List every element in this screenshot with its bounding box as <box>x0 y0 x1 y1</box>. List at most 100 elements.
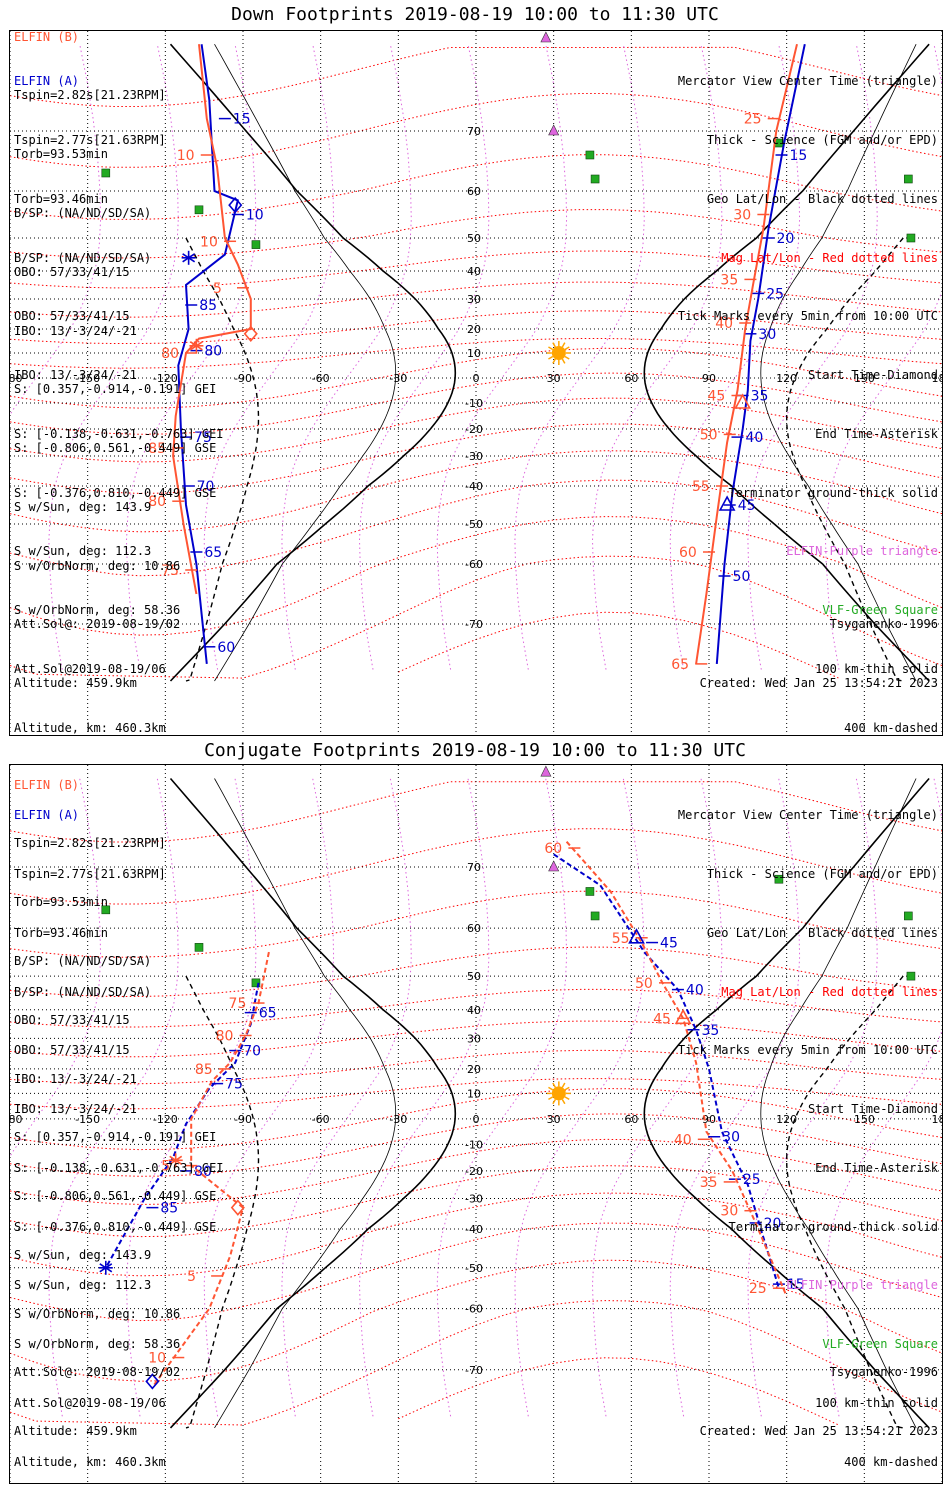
elfin-a-info: ELFIN (A) Tspin=2.77s[21.63RPM] Torb=93.… <box>14 767 224 1483</box>
track-tick-label: 85 <box>195 1062 213 1078</box>
sun-ray <box>548 355 554 360</box>
terminator-line <box>643 43 930 682</box>
track-tick-label: 75 <box>225 1077 243 1093</box>
elfin-triangle-icon <box>548 860 560 872</box>
lat-tick-label: -50 <box>465 1262 483 1275</box>
elfin-a-line: S: [-0.138,-0.631,-0.763] GEI <box>14 426 224 441</box>
elfin-a-line: S w/Sun, deg: 112.3 <box>14 1278 152 1293</box>
diamond-start-icon <box>228 196 243 214</box>
mag-lat-line <box>10 154 942 220</box>
track-tick-label: 20 <box>777 231 795 247</box>
track-tick-label: 80 <box>204 344 222 360</box>
track-tick-label: 10 <box>177 148 195 164</box>
mag-lat-line <box>10 479 942 577</box>
track-tick-label: 65 <box>671 657 689 673</box>
legend-terminator: Terminator ground-thick solid <box>728 485 938 500</box>
lat-tick-label: -10 <box>465 1138 483 1151</box>
track-tick-label: 45 <box>660 936 678 952</box>
terminator-line <box>169 43 457 682</box>
mag-lon-line <box>203 778 335 1417</box>
sun-ray <box>561 358 566 364</box>
triangle-center-icon <box>674 1008 692 1025</box>
triangle-center-icon <box>718 495 736 511</box>
lat-tick-label: -10 <box>465 397 483 410</box>
lon-tick-label: 90 <box>702 1113 716 1126</box>
track-tick-label: 45 <box>738 498 756 514</box>
model-created-info: Tsyganenko-1996 Created: Wed Jan 25 13:5… <box>700 1324 938 1481</box>
diamond-start-icon <box>243 325 258 343</box>
elfin-triangle-icon <box>540 765 552 777</box>
track-tick-label: 35 <box>700 1175 718 1191</box>
vlf-square-icon <box>101 168 111 178</box>
track-tick-label: 25 <box>743 1172 761 1188</box>
legend-400km: 400 km-dashed <box>844 1454 938 1469</box>
mag-lon-line <box>436 44 568 670</box>
elfin-b-name: ELFIN (B) <box>14 30 80 44</box>
legend-thick: Thick - Science (FGM and/or EPD) <box>706 132 938 147</box>
track-tick-label: 60 <box>217 640 235 656</box>
track-tick-label: 75 <box>161 563 179 579</box>
elfin-triangle-icon <box>540 31 552 43</box>
created-timestamp: Created: Wed Jan 25 13:54:21 2023 <box>699 676 938 691</box>
elfin-triangle-icon <box>548 124 560 136</box>
elfin-b-line: S: [-0.806,0.561,-0.449] GSE <box>14 1189 217 1204</box>
vlf-square-icon <box>590 174 600 184</box>
lat-tick-label: -30 <box>465 450 483 463</box>
mag-lon-line <box>824 778 942 1417</box>
lon-tick-label: 180 <box>932 372 943 385</box>
lat-tick-label: 70 <box>467 861 481 874</box>
elfin-a-line: Tspin=2.77s[21.63RPM] <box>14 132 166 147</box>
panel-title-conjugate: Conjugate Footprints 2019-08-19 10:00 to… <box>204 740 746 761</box>
sun-icon <box>546 341 571 365</box>
km400-line <box>785 237 904 682</box>
track-tick-label: 85 <box>160 1201 178 1217</box>
lat-tick-label: 70 <box>467 125 481 138</box>
down-footprints-panel: -180 -150 -120 -90 -60 -30 0 30 60 90 120 150 180 70 6… <box>9 30 943 736</box>
lat-tick-label: 30 <box>467 1032 481 1045</box>
elfin-a-info: ELFIN (A) Tspin=2.77s[21.63RPM] Torb=93.… <box>14 33 224 735</box>
sun-ray <box>552 1082 556 1088</box>
lat-tick-label: 50 <box>467 970 481 983</box>
elfin-b-line: Att.Sol@: 2019-08-19/02 <box>14 1365 181 1380</box>
elfin-a-line: Altitude, km: 460.3km <box>14 720 166 735</box>
footprint-track <box>177 44 239 665</box>
track-tick-label: 35 <box>720 272 738 288</box>
legend-center: Mercator View Center Time (triangle) <box>677 74 938 89</box>
sun-disc <box>551 346 566 360</box>
lat-tick-label: 60 <box>467 922 481 935</box>
mag-lon-line <box>281 778 412 1417</box>
elfin-b-line: Altitude: 459.9km <box>14 1424 137 1439</box>
track-tick-label: 75 <box>229 996 247 1012</box>
mag-lon-line <box>48 778 179 1417</box>
lat-tick-label: -40 <box>465 480 483 493</box>
track-tick-label: 5 <box>161 1159 170 1175</box>
elfin-b-line: Torb=93.53min <box>14 895 108 910</box>
elfin-a-name: ELFIN (A) <box>14 808 80 823</box>
triangle-center-icon <box>734 393 751 409</box>
track-tick-label: 85 <box>148 441 166 457</box>
lon-tick-label: 90 <box>702 372 716 385</box>
lat-tick-label: -70 <box>465 1364 483 1377</box>
lat-tick-label: 10 <box>467 1087 481 1100</box>
mag-lat-line <box>10 1113 942 1177</box>
elfin-b-line: OBO: 57/33/41/15 <box>14 264 130 279</box>
track-tick-label: 25 <box>766 286 784 302</box>
elfin-a-line: OBO: 57/33/41/15 <box>14 309 130 324</box>
track-tick-label: 30 <box>758 327 776 343</box>
lon-tick-label: -60 <box>312 1113 330 1126</box>
track-tick-label: 30 <box>722 1130 740 1146</box>
lon-tick-label: -60 <box>312 372 330 385</box>
sun-ray <box>552 342 556 348</box>
track-tick-label: 45 <box>653 1011 671 1027</box>
lat-tick-label: 40 <box>467 265 481 278</box>
legend-vlf: VLF-Green Square <box>822 1337 938 1352</box>
mag-lat-line <box>10 372 942 435</box>
lat-tick-label: -50 <box>465 518 483 531</box>
vlf-square-icon <box>251 240 261 249</box>
track-tick-label: 60 <box>679 545 697 561</box>
sun-ray <box>552 358 556 364</box>
track-tick-label: 50 <box>635 976 653 992</box>
elfin-b-name: ELFIN (B) <box>14 777 80 792</box>
sun-ray <box>564 1086 570 1091</box>
terminator-line <box>643 777 930 1429</box>
